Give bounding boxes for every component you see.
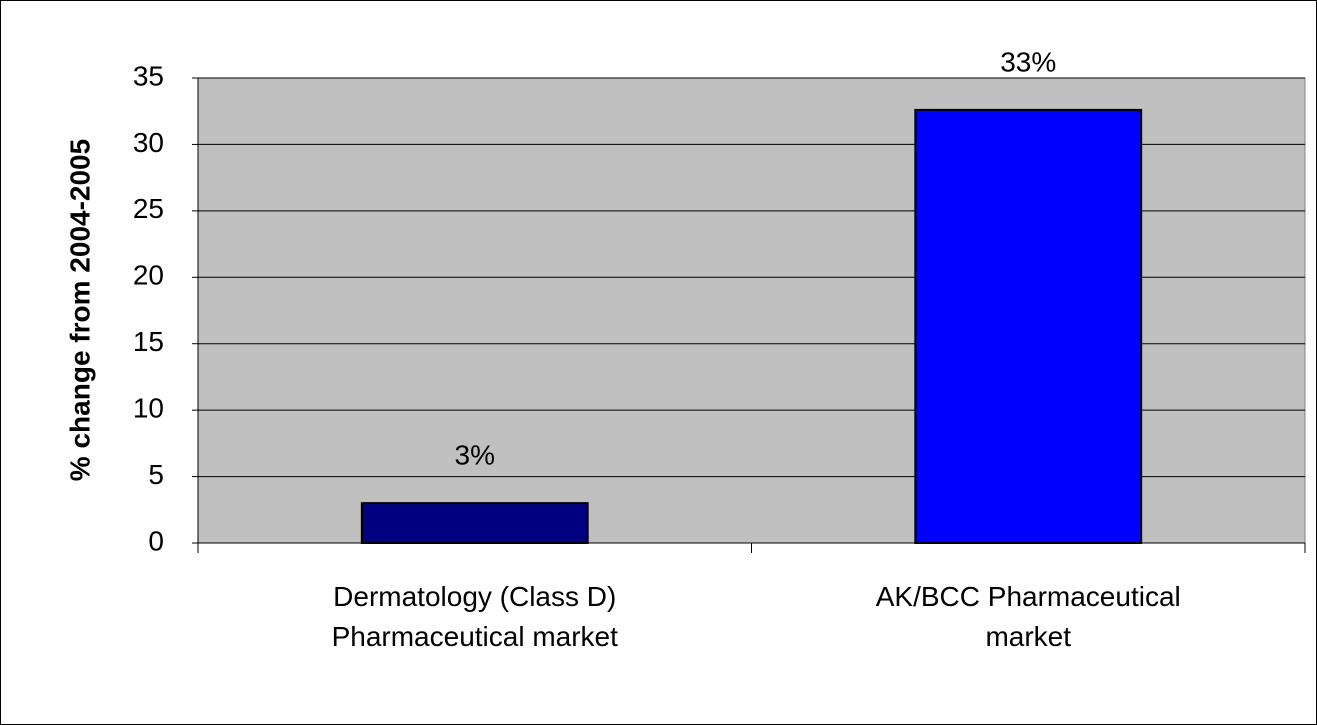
y-tick-label: 30 [133,127,164,158]
x-tick-label: AK/BCC Pharmaceutical market [875,581,1181,652]
y-tick-label: 25 [133,193,164,224]
data-label: 3% [455,440,495,471]
y-axis-label: % change from 2004-2005 [64,139,95,481]
y-tick-label: 20 [133,260,164,291]
data-label: 33% [1000,46,1056,77]
bar [914,108,1143,544]
y-tick-label: 5 [148,459,164,490]
y-tick-label: 15 [133,326,164,357]
y-tick-label: 0 [148,525,164,556]
y-tick-label: 10 [133,393,164,424]
y-tick-label: 35 [133,60,164,91]
bar [360,502,589,544]
x-tick-label: Dermatology (Class D) Pharmaceutical mar… [331,581,618,652]
